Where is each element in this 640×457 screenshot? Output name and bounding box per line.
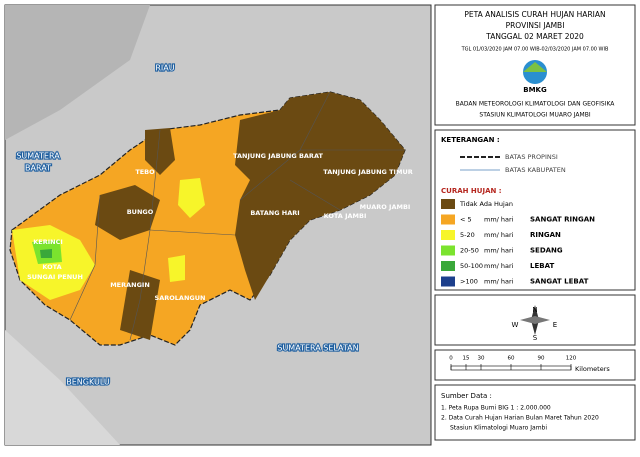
place-label: SAROLANGUN bbox=[155, 294, 206, 302]
district-borders bbox=[69, 91, 405, 341]
compass-w: W bbox=[512, 321, 519, 329]
scale-label: 90 bbox=[538, 356, 545, 362]
legend-unit: mm/ hari bbox=[484, 247, 514, 255]
keterangan-item: BATAS KABUPATEN bbox=[505, 166, 566, 174]
scale-box bbox=[434, 349, 636, 381]
place-label: KOTA bbox=[42, 263, 61, 271]
legend-unit: mm/ hari bbox=[484, 278, 514, 286]
compass-rose bbox=[520, 316, 550, 324]
terrain bbox=[5, 5, 150, 140]
province: PROVINSI JAMBI bbox=[506, 21, 565, 30]
legend-unit: mm/ hari bbox=[484, 216, 514, 224]
light-rain-area bbox=[168, 255, 185, 282]
legend-category: LEBAT bbox=[530, 262, 554, 270]
keterangan-item: BATAS PROPINSI bbox=[505, 153, 558, 161]
place-label: KOTA JAMBI bbox=[324, 212, 367, 220]
place-label: TANJUNG JABUNG BARAT bbox=[233, 152, 323, 160]
place-label: SUMATERA bbox=[16, 152, 60, 161]
legend-unit: mm/ hari bbox=[484, 231, 514, 239]
legend-swatch bbox=[441, 276, 455, 287]
source-item: 1. Peta Rupa Bumi BIG 1 : 2.000.000 bbox=[441, 405, 551, 412]
no-rain-area bbox=[145, 128, 175, 175]
period: TGL 01/03/2020 JAM 07.00 WIB-02/03/2020 … bbox=[461, 47, 609, 53]
compass-s: S bbox=[533, 334, 538, 342]
scale-label: 60 bbox=[508, 356, 515, 362]
logo-icon bbox=[523, 62, 547, 72]
place-label: BENGKULU bbox=[66, 378, 110, 387]
legend-range: Tidak Ada Hujan bbox=[459, 200, 513, 208]
place-label: KERINCI bbox=[33, 238, 63, 246]
place-label: SUNGAI PENUH bbox=[27, 273, 83, 281]
place-label: BUNGO bbox=[127, 208, 154, 216]
legend-category: SEDANG bbox=[530, 247, 563, 255]
legend-range: 20-50 bbox=[460, 247, 479, 255]
legend-range: >100 bbox=[460, 278, 478, 286]
scale-label: 120 bbox=[566, 356, 577, 362]
legend-category: RINGAN bbox=[530, 231, 561, 239]
place-label: SUMATERA SELATAN bbox=[277, 344, 358, 353]
scale-label: 15 bbox=[463, 356, 470, 362]
title: PETA ANALISIS CURAH HUJAN HARIAN bbox=[464, 10, 605, 19]
scale-label: 30 bbox=[478, 356, 485, 362]
place-label: RIAU bbox=[155, 64, 174, 73]
place-label: BATANG HARI bbox=[250, 209, 299, 217]
legend-unit: mm/ hari bbox=[484, 262, 514, 270]
place-label: BARAT bbox=[25, 164, 51, 173]
legend-swatch bbox=[441, 230, 455, 240]
place-label: TANJUNG JABUNG TIMUR bbox=[323, 168, 412, 176]
station: STASIUN KLIMATOLOGI MUARO JAMBI bbox=[479, 112, 590, 119]
logo-text: BMKG bbox=[523, 86, 547, 94]
legend-swatch bbox=[441, 261, 455, 271]
source-title: Sumber Data : bbox=[441, 392, 492, 400]
legend-category: SANGAT RINGAN bbox=[530, 216, 595, 224]
scale-unit: Kilometers bbox=[575, 365, 610, 373]
legend-range: 5-20 bbox=[460, 231, 475, 239]
legend-category: SANGAT LEBAT bbox=[530, 278, 589, 286]
legend-title: CURAH HUJAN : bbox=[441, 187, 502, 195]
scale-label: 0 bbox=[449, 356, 453, 362]
no-rain-area bbox=[120, 270, 160, 340]
legend-swatch bbox=[441, 214, 455, 225]
compass-n: N bbox=[532, 306, 537, 314]
legend-swatch bbox=[441, 245, 455, 256]
date: TANGGAL 02 MARET 2020 bbox=[485, 32, 584, 41]
legend-swatch bbox=[441, 199, 455, 209]
agency: BADAN METEOROLOGI KLIMATOLOGI DAN GEOFIS… bbox=[456, 101, 616, 108]
legend-range: 50-100 bbox=[460, 262, 483, 270]
place-label: TEBO bbox=[135, 168, 155, 176]
place-label: MUARO JAMBI bbox=[360, 203, 411, 211]
source-item: 2. Data Curah Hujan Harian Bulan Maret T… bbox=[441, 415, 599, 422]
terrain bbox=[5, 330, 120, 445]
no-rain-area bbox=[235, 92, 405, 300]
source-box bbox=[434, 384, 636, 441]
no-rain-area bbox=[95, 185, 160, 240]
heavy-rain-area bbox=[40, 249, 52, 258]
source-item: Stasiun Klimatologi Muaro Jambi bbox=[450, 425, 547, 432]
place-label: MERANGIN bbox=[110, 281, 150, 289]
keterangan-title: KETERANGAN : bbox=[441, 136, 500, 144]
light-rain-area bbox=[178, 178, 205, 218]
compass-e: E bbox=[553, 321, 557, 329]
compass: N S E W bbox=[512, 305, 557, 342]
legend-range: < 5 bbox=[460, 216, 472, 224]
